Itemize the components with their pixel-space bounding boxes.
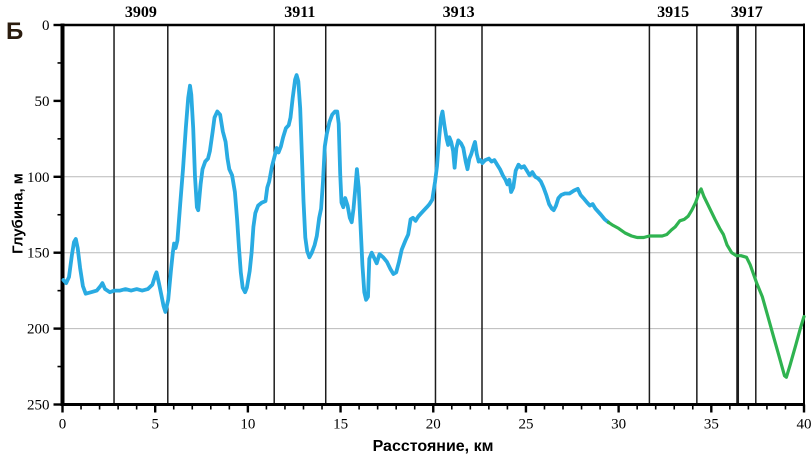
y-tick-label: 50	[35, 94, 50, 110]
x-tick-label: 0	[59, 417, 67, 433]
depth-profile-projected	[606, 187, 806, 379]
panel-label: Б	[6, 18, 24, 45]
y-tick-label: 250	[27, 398, 50, 414]
x-tick-label: 25	[518, 417, 533, 433]
station-label: 3911	[284, 4, 315, 21]
x-tick-label: 5	[151, 417, 159, 433]
y-tick-label: 0	[42, 18, 50, 34]
x-tick-label: 20	[426, 417, 441, 433]
y-tick-label: 200	[27, 322, 50, 338]
station-label: 3915	[657, 4, 689, 21]
station-label: 3917	[731, 4, 763, 21]
y-tick-label: 100	[27, 170, 50, 186]
y-axis-title: Глубина, м	[9, 173, 27, 254]
y-tick-label: 150	[27, 246, 50, 262]
x-axis-title: Расстояние, км	[372, 438, 494, 455]
x-tick-label: 35	[704, 417, 719, 433]
x-tick-label: 15	[333, 417, 348, 433]
x-tick-label: 30	[611, 417, 626, 433]
x-tick-label: 40	[797, 417, 811, 433]
station-label: 3913	[443, 4, 475, 21]
x-tick-label: 10	[240, 417, 255, 433]
depth-profile-measured	[61, 73, 611, 314]
station-label: 3909	[125, 4, 157, 21]
